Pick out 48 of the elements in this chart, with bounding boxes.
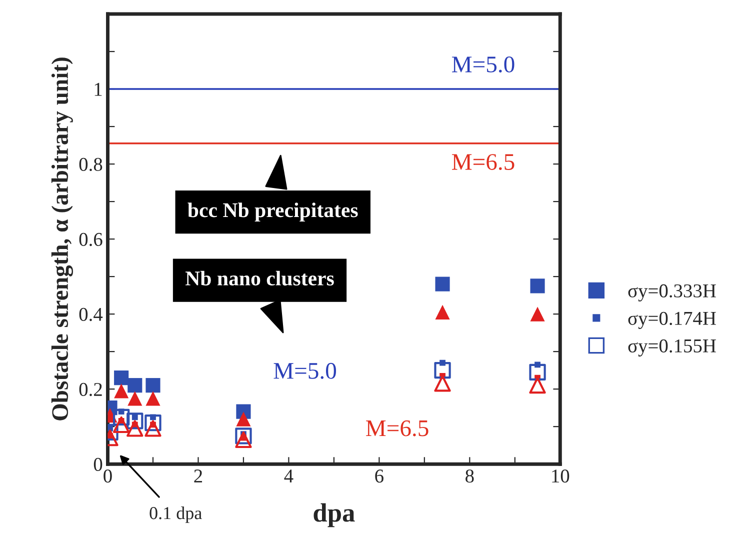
point [529,364,546,381]
x-tick-label: 10 [552,470,570,483]
annotation: Nb nano clusters [185,270,334,286]
point [144,414,162,432]
point [126,420,144,437]
point [529,376,546,394]
y-tick-label: 0 [94,458,102,472]
x-tick-label: 0 [104,470,112,483]
legend-label: σy=0.174H [628,312,716,329]
legend-label: σy=0.155H [628,339,716,356]
annotation: M=5.0 [274,362,336,379]
point [128,391,142,406]
annotation: M=5.0 [452,56,514,73]
y-tick-label: 0.4 [79,308,103,322]
point [146,391,160,406]
point [128,378,142,393]
x-tick-label: 4 [284,470,294,482]
point [114,370,129,386]
point [114,384,129,398]
point [435,276,450,292]
point [434,375,451,392]
annotation: M=6.5 [452,154,514,170]
y-tick-label: 1 [94,82,102,96]
annotation: bcc Nb precipitates [188,202,358,222]
y-tick-label: 0.6 [79,232,102,246]
x-tick-label: 2 [194,470,202,482]
point [144,420,162,437]
legend-label: σy=0.333H [628,284,716,302]
point [236,412,251,426]
point [112,408,130,426]
x-tick-label: 6 [375,470,384,483]
point [235,428,252,444]
point [530,306,545,322]
point [435,304,450,320]
y-axis-title: Obstacle strength, α (arbitrary unit) [51,58,74,420]
point [146,378,160,393]
annotation: M=6.5 [366,420,428,436]
point [112,416,130,434]
point [235,431,252,448]
point [434,362,451,379]
point [126,412,144,430]
x-tick-label: 8 [466,470,474,483]
y-tick-label: 0.8 [79,158,102,172]
x-axis-title: dpa [314,503,355,528]
point [530,278,545,294]
y-tick-label: 0.2 [79,382,102,396]
point [132,414,138,420]
text: 0.1 dpa [150,506,202,523]
